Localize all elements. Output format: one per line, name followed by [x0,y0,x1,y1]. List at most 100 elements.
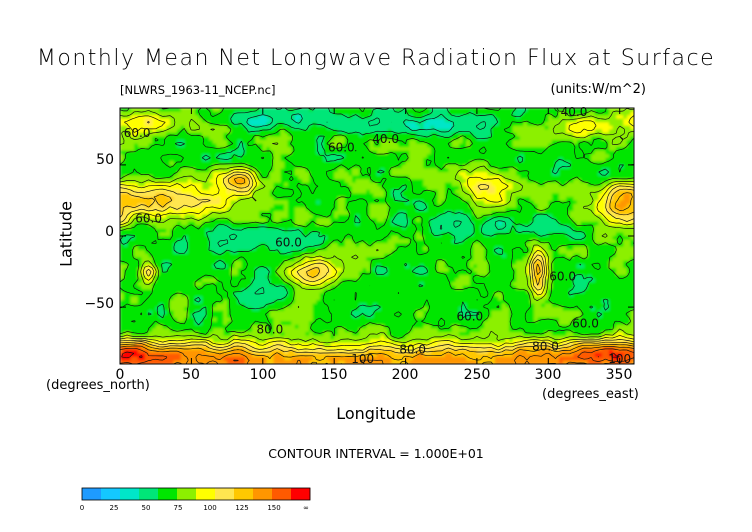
field-cell [134,228,139,234]
field-cell [587,214,592,219]
field-cell [498,172,503,177]
field-cell [227,108,232,113]
field-cell [120,193,125,198]
field-cell [448,193,453,198]
field-cell [123,200,128,205]
field-cell [394,172,400,177]
field-cell [387,154,392,159]
field-cell [366,129,371,134]
field-cell [555,193,560,198]
field-cell [498,118,503,123]
field-cell [252,122,257,127]
field-cell [444,204,449,209]
field-cell [594,132,599,138]
field-cell [441,125,446,130]
field-cell [459,150,464,155]
field-cell [223,196,228,202]
field-cell [462,214,467,219]
field-cell [262,179,267,184]
field-cell [194,189,200,194]
field-cell [327,115,332,120]
field-cell [601,161,607,166]
field-cell [223,189,228,194]
field-cell [305,143,310,148]
field-cell [562,154,567,159]
field-cell [241,179,246,184]
field-cell [444,122,449,127]
field-cell [223,161,228,166]
field-cell [512,175,517,180]
field-cell [155,182,160,187]
field-cell [591,115,596,120]
field-cell [259,111,264,116]
field-cell [152,157,157,162]
field-cell [630,136,634,141]
field-cell [252,189,257,194]
field-cell [120,172,125,177]
field-cell [459,164,464,170]
field-cell [227,111,232,116]
field-cell [419,129,424,134]
field-cell [184,186,189,191]
field-cell [173,211,178,216]
field-cell [269,179,275,184]
field-cell [302,175,307,180]
field-cell [548,118,553,123]
field-cell [548,218,553,223]
field-cell [609,204,614,209]
field-cell [430,221,435,226]
field-cell [237,108,242,113]
field-cell [266,221,271,226]
field-cell [519,168,524,173]
field-cell [551,136,557,141]
field-cell [609,189,614,194]
field-cell [541,111,546,116]
field-cell [534,186,539,191]
field-cell [566,111,571,116]
field-cell [248,221,253,226]
field-cell [209,136,214,141]
field-cell [337,179,342,184]
field-cell [444,140,449,145]
field-cell [305,207,310,212]
field-cell [259,161,264,166]
field-cell [277,118,282,123]
field-cell [148,143,153,148]
field-cell [516,108,521,113]
field-cell [509,125,514,130]
field-cell [202,118,207,123]
field-cell [584,211,589,216]
field-cell [212,228,217,234]
field-cell [223,140,228,145]
field-cell [562,179,567,184]
field-cell [366,118,371,123]
field-cell [430,179,435,184]
field-cell [537,193,542,198]
field-cell [473,186,478,191]
field-cell [337,218,342,223]
field-cell [519,164,524,170]
field-cell [523,132,528,138]
field-cell [141,108,146,113]
field-cell [191,193,196,198]
field-cell [444,154,449,159]
field-cell [323,154,328,159]
field-cell [134,207,139,212]
field-cell [576,211,582,216]
field-cell [298,200,303,205]
field-cell [466,115,471,120]
field-cell [598,115,603,120]
field-cell [559,225,564,230]
field-cell [255,143,260,148]
field-cell [630,196,634,202]
field-cell [548,225,553,230]
field-cell [523,221,528,226]
field-cell [476,150,482,155]
field-cell [162,118,167,123]
field-cell [476,157,482,162]
field-cell [291,161,296,166]
field-cell [573,147,578,152]
field-cell [619,157,624,162]
field-cell [573,157,578,162]
field-cell [159,164,164,170]
